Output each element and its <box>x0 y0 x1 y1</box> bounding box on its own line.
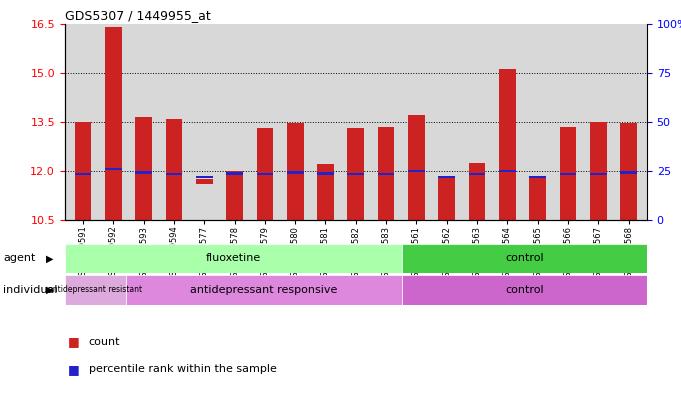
Bar <box>378 173 394 175</box>
Bar <box>136 171 152 174</box>
Bar <box>560 127 576 220</box>
Bar <box>257 129 273 220</box>
Text: percentile rank within the sample: percentile rank within the sample <box>89 364 276 375</box>
Text: control: control <box>505 285 543 295</box>
Text: individual: individual <box>3 285 58 295</box>
Bar <box>469 163 486 220</box>
Bar <box>287 123 304 220</box>
Bar <box>439 176 455 220</box>
Bar <box>136 117 152 220</box>
Bar <box>499 70 516 220</box>
Text: agent: agent <box>3 253 36 263</box>
Bar <box>560 173 576 175</box>
Bar <box>499 170 516 172</box>
Bar <box>317 173 334 175</box>
Bar <box>65 275 126 305</box>
Bar <box>402 244 647 273</box>
Bar <box>402 275 647 305</box>
Text: antidepressant resistant: antidepressant resistant <box>48 285 142 294</box>
Bar <box>257 173 273 175</box>
Bar <box>590 173 607 175</box>
Text: ▶: ▶ <box>46 253 54 263</box>
Bar <box>347 129 364 220</box>
Text: ■: ■ <box>68 363 80 376</box>
Bar <box>317 164 334 220</box>
Bar <box>226 171 243 220</box>
Bar <box>165 119 183 220</box>
Bar <box>408 115 425 220</box>
Bar <box>378 127 394 220</box>
Bar <box>226 173 243 175</box>
Text: control: control <box>505 253 543 263</box>
Bar <box>105 168 121 171</box>
Text: antidepressant responsive: antidepressant responsive <box>190 285 338 295</box>
Bar <box>126 275 402 305</box>
Bar <box>590 122 607 220</box>
Bar <box>469 173 486 175</box>
Bar <box>529 176 546 220</box>
Bar <box>529 176 546 178</box>
Bar <box>65 244 402 273</box>
Text: count: count <box>89 337 120 347</box>
Bar <box>620 123 637 220</box>
Bar <box>105 27 121 220</box>
Bar <box>347 173 364 175</box>
Text: ■: ■ <box>68 335 80 349</box>
Text: GDS5307 / 1449955_at: GDS5307 / 1449955_at <box>65 9 210 22</box>
Bar <box>287 171 304 174</box>
Text: fluoxetine: fluoxetine <box>206 253 261 263</box>
Bar <box>196 179 212 184</box>
Bar <box>74 173 91 175</box>
Bar <box>620 171 637 174</box>
Bar <box>165 173 183 175</box>
Bar <box>439 176 455 178</box>
Bar <box>196 176 212 178</box>
Text: ▶: ▶ <box>46 285 54 295</box>
Bar <box>74 122 91 220</box>
Bar <box>408 170 425 172</box>
